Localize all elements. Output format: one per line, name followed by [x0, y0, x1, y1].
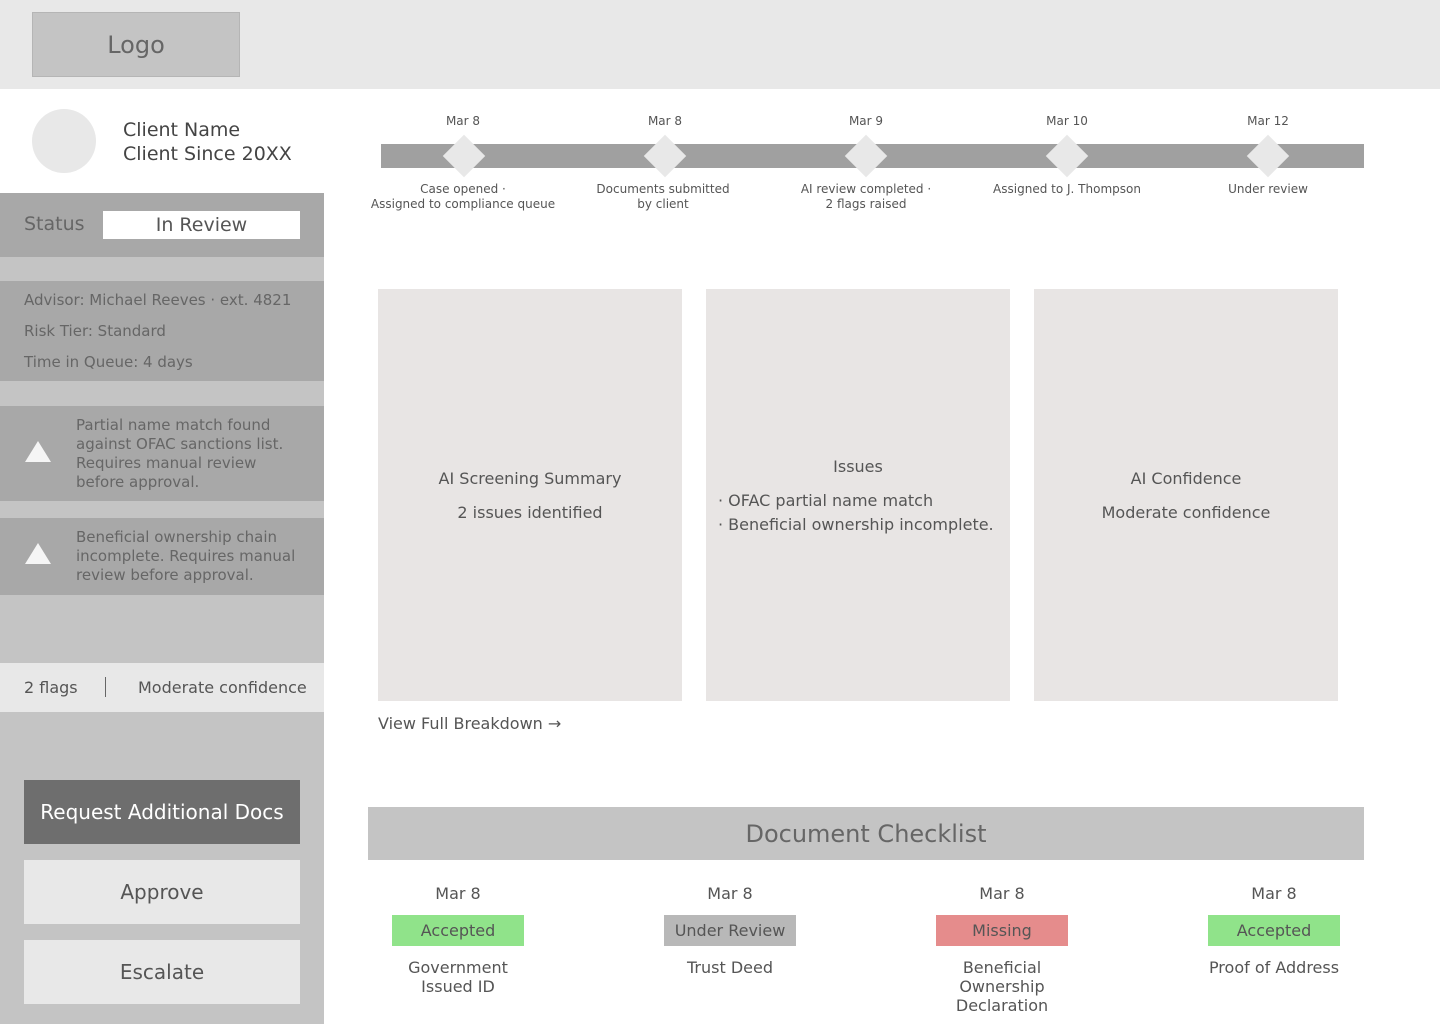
- document-item: Mar 8 Accepted Government Issued ID: [358, 884, 558, 996]
- document-name: Government: [408, 958, 508, 977]
- confidence-summary: Moderate confidence: [138, 678, 307, 697]
- advisor-info: Advisor: Michael Reeves · ext. 4821: [24, 291, 292, 309]
- timeline-milestone[interactable]: [1246, 134, 1290, 178]
- status-badge: Accepted: [1208, 915, 1340, 946]
- document-checklist-header: Document Checklist: [368, 807, 1364, 860]
- case-info-block: [0, 281, 324, 381]
- status-badge: Missing: [936, 915, 1068, 946]
- alert-ofac: [0, 406, 324, 501]
- timeline-date: Mar 8: [647, 114, 683, 128]
- timeline-milestone[interactable]: [1045, 134, 1089, 178]
- card-subtitle: 2 issues identified: [457, 503, 603, 522]
- timeline-label: Documents submitted: [596, 182, 730, 196]
- approve-button[interactable]: Approve: [24, 860, 300, 924]
- card-title: AI Confidence: [1130, 469, 1242, 488]
- risk-tier-info: Risk Tier: Standard: [24, 322, 166, 340]
- alert-ownership: [0, 518, 324, 595]
- status-badge: Accepted: [392, 915, 524, 946]
- client-name: Client Name: [123, 119, 241, 141]
- document-date: Mar 8: [707, 884, 753, 903]
- document-name: Trust Deed: [687, 958, 773, 977]
- document-name: Ownership: [959, 977, 1045, 996]
- timeline-date: Mar 12: [1247, 114, 1289, 128]
- timeline-step-label: Assigned to J. Thompson: [967, 182, 1167, 197]
- timeline-label: Assigned to compliance queue: [370, 197, 556, 211]
- timeline-step-label: Documents submitted by client: [563, 182, 763, 212]
- document-name: Proof of Address: [1208, 958, 1340, 977]
- timeline-label: Case opened ·: [420, 182, 506, 196]
- document-name: Issued ID: [421, 977, 495, 996]
- timeline-milestone[interactable]: [442, 134, 486, 178]
- timeline-date: Mar 10: [1046, 114, 1088, 128]
- flag-count: 2 flags: [24, 678, 78, 697]
- avatar: [32, 109, 96, 173]
- document-name: Declaration: [955, 996, 1049, 1015]
- timeline-step-label: Under review: [1168, 182, 1368, 197]
- view-full-breakdown-link[interactable]: View Full Breakdown →: [378, 714, 562, 733]
- client-since: Client Since 20XX: [123, 143, 292, 165]
- timeline-step-label: AI review completed · 2 flags raised: [766, 182, 966, 212]
- timeline-date: Mar 8: [445, 114, 481, 128]
- logo[interactable]: Logo: [32, 12, 240, 77]
- timeline-step: Mar 9: [766, 114, 966, 128]
- timeline-step: Mar 12: [1168, 114, 1368, 128]
- status-badge: In Review: [103, 211, 300, 239]
- document-date: Mar 8: [435, 884, 481, 903]
- time-in-queue-info: Time in Queue: 4 days: [24, 353, 193, 371]
- card-subtitle: Moderate confidence: [1101, 503, 1271, 522]
- timeline-label: Under review: [1228, 182, 1308, 196]
- warning-triangle-icon: [25, 441, 51, 462]
- app-header: [0, 0, 1440, 89]
- timeline-step: Mar 8: [363, 114, 563, 128]
- document-name: Beneficial: [962, 958, 1042, 977]
- issue-item: · OFAC partial name match: [718, 491, 934, 510]
- timeline-label: Assigned to J. Thompson: [993, 182, 1141, 196]
- alert-ofac-text: Partial name match found against OFAC sa…: [76, 416, 284, 491]
- timeline-label: AI review completed ·: [800, 182, 932, 196]
- document-item: Mar 8 Missing Beneficial Ownership Decla…: [902, 884, 1102, 1015]
- escalate-button[interactable]: Escalate: [24, 940, 300, 1004]
- card-title: Issues: [833, 457, 883, 476]
- timeline-label: by client: [637, 197, 689, 211]
- timeline-step: Mar 8: [565, 114, 765, 128]
- timeline-milestone[interactable]: [844, 134, 888, 178]
- issues-card: Issues · OFAC partial name match · Benef…: [706, 289, 1010, 701]
- document-item: Mar 8 Accepted Proof of Address: [1174, 884, 1374, 977]
- ai-screening-summary-card: AI Screening Summary 2 issues identified: [378, 289, 682, 701]
- warning-triangle-icon: [25, 543, 51, 564]
- status-badge: Under Review: [664, 915, 796, 946]
- timeline-step-label: Case opened · Assigned to compliance que…: [363, 182, 563, 212]
- status-label: Status: [24, 213, 85, 235]
- summary-divider: [105, 677, 106, 697]
- timeline-milestone[interactable]: [643, 134, 687, 178]
- timeline-label: 2 flags raised: [825, 197, 907, 211]
- request-additional-docs-button[interactable]: Request Additional Docs: [24, 780, 300, 844]
- timeline-step: Mar 10: [967, 114, 1167, 128]
- alert-ownership-text: Beneficial ownership chain incomplete. R…: [76, 528, 296, 584]
- issue-item: · Beneficial ownership incomplete.: [718, 515, 994, 534]
- timeline-date: Mar 9: [848, 114, 884, 128]
- document-date: Mar 8: [979, 884, 1025, 903]
- ai-confidence-card: AI Confidence Moderate confidence: [1034, 289, 1338, 701]
- card-title: AI Screening Summary: [438, 469, 622, 488]
- document-date: Mar 8: [1251, 884, 1297, 903]
- document-item: Mar 8 Under Review Trust Deed: [630, 884, 830, 977]
- flag-summary-bar: [0, 663, 324, 712]
